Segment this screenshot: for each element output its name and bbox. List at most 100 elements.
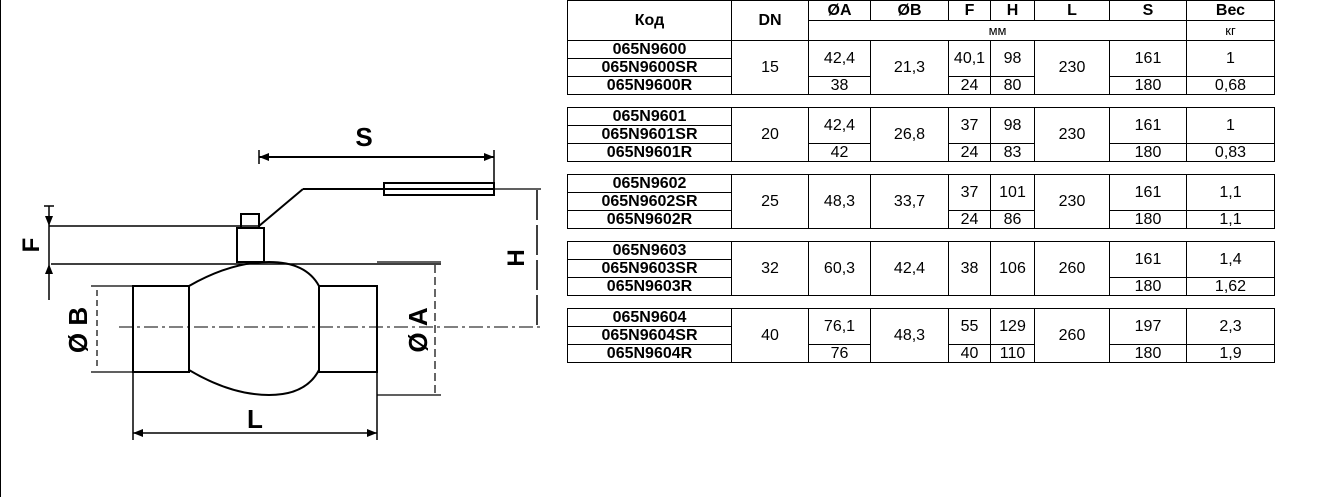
dn-cell: 40 [732,309,809,363]
dn-cell: 32 [732,242,809,296]
code-cell: 065N9601SR [568,126,732,144]
table-row: 065N9602 25 48,3 33,7 37 101 230 161 1,1 [568,175,1275,193]
label-h: H [503,249,530,266]
label-s: S [355,122,372,152]
a-cell: 42,4 [809,41,871,77]
weight-cell: 1 [1187,41,1275,77]
header-b: ØB [871,1,949,21]
code-cell: 065N9603SR [568,260,732,278]
code-cell: 065N9600 [568,41,732,59]
a-cell: 42,4 [809,108,871,144]
code-cell: 065N9604SR [568,327,732,345]
b-cell: 21,3 [871,41,949,95]
l-cell: 230 [1035,41,1110,95]
a-cell: 76 [809,345,871,363]
code-cell: 065N9602 [568,175,732,193]
unit-kg: кг [1187,21,1275,41]
valve-schematic: S L F H Ø B Ø A [1,0,568,497]
dn-cell: 20 [732,108,809,162]
table-row: 065N9604 40 76,1 48,3 55 129 260 197 2,3 [568,309,1275,327]
weight-cell: 0,68 [1187,77,1275,95]
b-cell: 48,3 [871,309,949,363]
s-cell: 161 [1110,175,1187,211]
label-l: L [247,404,263,434]
header-weight: Вес [1187,1,1275,21]
s-cell: 180 [1110,144,1187,162]
l-cell: 260 [1035,309,1110,363]
separator-cell [568,296,1275,309]
s-cell: 180 [1110,77,1187,95]
l-cell: 230 [1035,175,1110,229]
header-f: F [949,1,991,21]
a-cell: 42 [809,144,871,162]
code-cell: 065N9600SR [568,59,732,77]
separator-cell [568,162,1275,175]
header-dn: DN [732,1,809,41]
code-cell: 065N9602SR [568,193,732,211]
weight-cell: 1 [1187,108,1275,144]
weight-cell: 1,9 [1187,345,1275,363]
label-a: Ø A [403,307,433,352]
h-cell: 101 [991,175,1035,211]
code-cell: 065N9604 [568,309,732,327]
group-separator [568,95,1275,108]
code-cell: 065N9603 [568,242,732,260]
header-code: Код [568,1,732,41]
table-row: 065N9601 20 42,4 26,8 37 98 230 161 1 [568,108,1275,126]
h-cell: 98 [991,41,1035,77]
f-cell: 40,1 [949,41,991,77]
right-pipe [319,286,377,372]
a-cell: 38 [809,77,871,95]
valve-body [189,262,319,395]
b-cell: 26,8 [871,108,949,162]
group-separator [568,229,1275,242]
label-b: Ø B [63,307,93,353]
weight-cell: 0,83 [1187,144,1275,162]
h-cell: 106 [991,242,1035,296]
s-cell: 161 [1110,242,1187,278]
code-cell: 065N9601 [568,108,732,126]
l-cell: 260 [1035,242,1110,296]
s-cell: 161 [1110,108,1187,144]
header-s: S [1110,1,1187,21]
left-pipe [133,286,189,372]
f-cell: 24 [949,144,991,162]
valve-drawing: S L F H Ø B Ø A [0,0,567,497]
h-cell: 98 [991,108,1035,144]
s-cell: 180 [1110,211,1187,229]
dn-cell: 25 [732,175,809,229]
header-h: H [991,1,1035,21]
h-cell: 80 [991,77,1035,95]
table-row: 065N9600 15 42,4 21,3 40,1 98 230 161 1 [568,41,1275,59]
f-cell: 38 [949,242,991,296]
s-cell: 180 [1110,278,1187,296]
f-cell: 37 [949,175,991,211]
h-cell: 86 [991,211,1035,229]
code-cell: 065N9600R [568,77,732,95]
separator-cell [568,229,1275,242]
f-cell: 55 [949,309,991,345]
l-cell: 230 [1035,108,1110,162]
label-f: F [18,238,45,253]
s-cell: 197 [1110,309,1187,345]
separator-cell [568,95,1275,108]
f-cell: 40 [949,345,991,363]
b-cell: 42,4 [871,242,949,296]
weight-cell: 2,3 [1187,309,1275,345]
group-separator [568,296,1275,309]
spec-table-body: Код DN ØA ØB F H L S Вес мм кг 065N9600 1… [568,1,1275,363]
h-cell: 110 [991,345,1035,363]
weight-cell: 1,62 [1187,278,1275,296]
table-row: 065N9603 32 60,3 42,4 38 106 260 161 1,4 [568,242,1275,260]
code-cell: 065N9601R [568,144,732,162]
f-cell: 24 [949,77,991,95]
header-l: L [1035,1,1110,21]
a-cell: 48,3 [809,175,871,229]
h-cell: 83 [991,144,1035,162]
code-cell: 065N9604R [568,345,732,363]
a-cell: 60,3 [809,242,871,296]
weight-cell: 1,1 [1187,211,1275,229]
group-separator [568,162,1275,175]
a-cell: 76,1 [809,309,871,345]
valve-stem [237,228,264,262]
